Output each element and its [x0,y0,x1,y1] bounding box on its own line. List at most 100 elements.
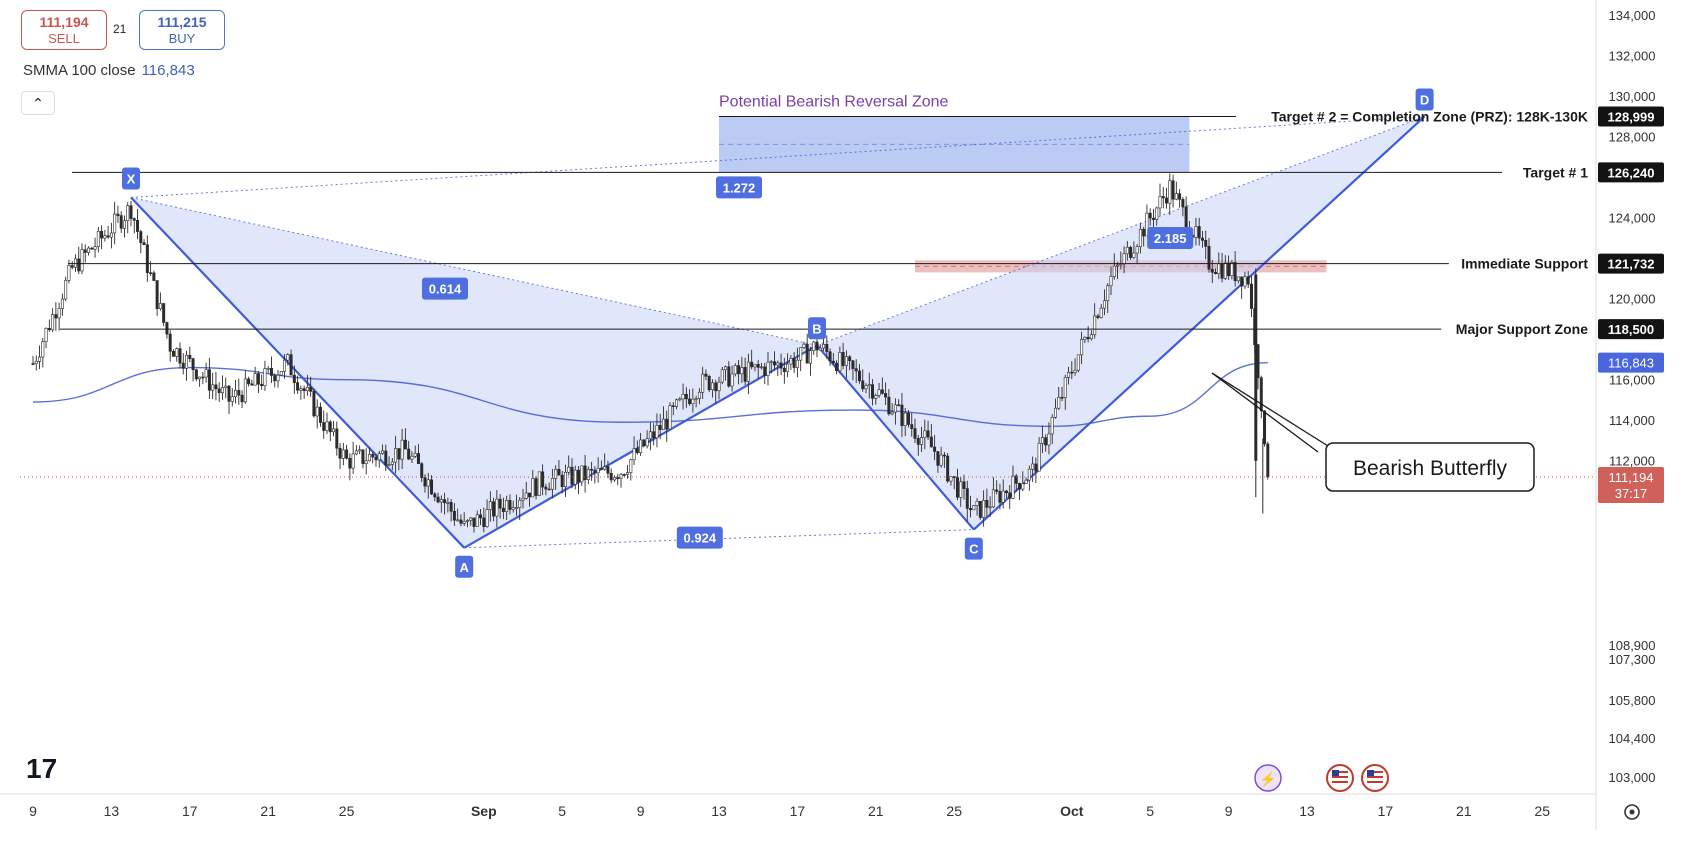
chevron-up-icon[interactable]: ⌃ [21,91,55,115]
ratio-2.185-text: 2.185 [1154,231,1187,246]
candle-body [260,383,264,386]
candle-body [345,449,349,459]
candle-body [776,362,780,366]
candle-body [171,351,175,357]
callout-box [1325,442,1535,492]
candle-body [67,265,71,281]
candle-body [577,469,581,483]
candle-body [985,499,989,508]
candle-body [795,359,799,368]
candle-body [710,382,714,391]
candle-body [394,448,398,463]
price-tick-label: 112,000 [1609,454,1655,469]
candle-body [1125,246,1129,255]
candle-body [1011,475,1015,499]
indicator-legend[interactable]: SMMA 100 close 116,843 [23,62,195,79]
point-A-text: A [460,560,470,575]
candle-body [717,381,721,392]
candle-body [893,404,897,413]
price-tick-label: 116,000 [1609,373,1655,388]
lightning-event-icon [1254,764,1282,792]
candle-body [1204,240,1208,247]
candle-body [106,235,110,238]
flag-stripe [1367,781,1383,783]
candle-body [77,258,81,272]
candle-body [635,448,639,453]
candle-body [436,496,440,503]
candle-body [305,387,309,392]
candle-body [792,358,796,368]
candle-body [939,454,943,466]
sell-button[interactable]: 111,194 SELL [21,10,107,50]
candle-body [1132,252,1136,258]
time-tick-label: 21 [260,803,276,819]
candle-body [528,492,532,498]
point-C-text: C [969,542,979,557]
flag-canton [1332,770,1339,776]
candle-body [136,220,140,232]
spread-value: 21 [113,22,127,36]
candle-body [309,387,313,392]
candle-body [60,298,64,309]
price-tick-label: 130,000 [1609,89,1656,104]
candle-body [1249,283,1253,309]
candle-body [844,356,848,366]
harmonic-pattern [130,115,1426,549]
candle-body [802,343,806,348]
candle-body [1184,206,1188,230]
candle-body [942,454,946,457]
candle-body [155,280,159,310]
prz-label: Potential Bearish Reversal Zone [719,94,949,111]
candle-body [763,366,767,376]
candle-body [57,308,61,319]
candle-body [678,398,682,401]
candle-body [1076,354,1080,371]
candle-body [410,455,414,460]
candle-body [240,394,244,403]
candle-body [263,368,267,386]
candle-body [975,500,979,506]
candle-body [443,499,447,504]
candle-body [492,501,496,517]
time-tick-label: 9 [1225,803,1233,819]
candle-body [354,450,358,455]
candle-body [367,453,371,462]
candle-body [397,448,401,460]
candle-body [1037,442,1041,472]
candle-body [603,466,607,470]
candle-body [449,502,453,512]
candle-body [214,384,218,390]
candle-body [1044,437,1048,446]
candle-body [168,333,172,352]
candle-body [1200,237,1204,241]
candle-body [1008,492,1012,499]
candle-body [1034,463,1038,472]
candle-body [746,361,750,382]
candle-body [786,363,790,372]
candle-body [1096,315,1100,318]
candle-body [1210,268,1214,273]
candle-body [1220,263,1224,279]
candle-body [191,358,195,370]
candle-body [237,390,241,396]
candle-body [871,384,875,399]
candle-body [704,373,708,377]
candle-body [384,450,388,466]
price-tick-label: 128,000 [1609,130,1656,145]
candle-body [96,230,100,247]
candle-body [1227,262,1231,277]
candle-body [250,383,254,386]
time-tick-label: 25 [1534,803,1550,819]
buy-button[interactable]: 111,215 BUY [139,10,225,50]
candle-body [1194,226,1198,238]
time-tick-label: 25 [946,803,962,819]
candle-body [54,314,58,319]
candle-body [416,453,420,464]
candle-body [1168,180,1172,204]
candle-body [279,371,283,376]
current-price-tag [1598,467,1664,504]
candle-body [426,479,430,487]
candle-body [289,354,293,376]
time-tick-label: 5 [1146,803,1154,819]
